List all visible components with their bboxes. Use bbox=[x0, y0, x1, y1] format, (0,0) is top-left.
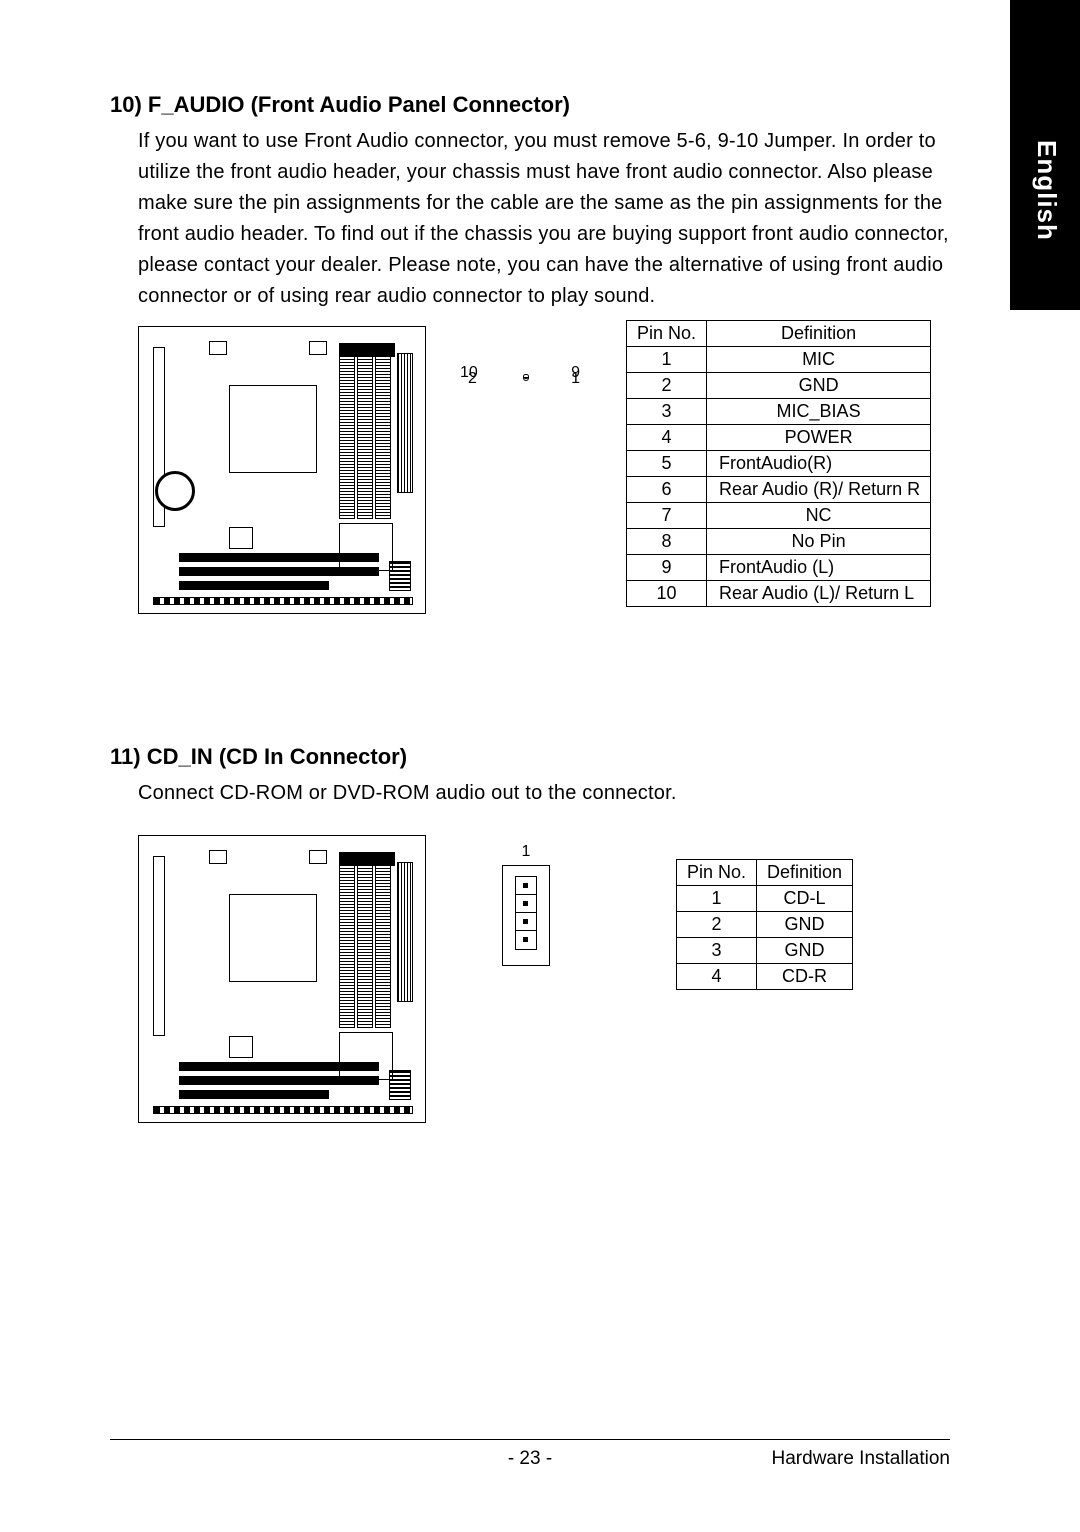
table-cell: Rear Audio (R)/ Return R bbox=[707, 477, 931, 503]
table-cell: 9 bbox=[627, 555, 707, 581]
cd-in-header-diagram: 1 bbox=[466, 865, 586, 966]
table-cell: 1 bbox=[677, 886, 757, 912]
table-cell: No Pin bbox=[707, 529, 931, 555]
table-cell: FrontAudio (L) bbox=[707, 555, 931, 581]
table-cell: MIC_BIAS bbox=[707, 399, 931, 425]
section-10-title: 10) F_AUDIO (Front Audio Panel Connector… bbox=[110, 92, 980, 118]
table-cell: 5 bbox=[627, 451, 707, 477]
motherboard-diagram bbox=[138, 835, 426, 1123]
table-cell: GND bbox=[757, 912, 853, 938]
table-header: Pin No. bbox=[627, 321, 707, 347]
footer-section: Hardware Installation bbox=[772, 1448, 950, 1470]
table-cell: 4 bbox=[627, 425, 707, 451]
page-number: - 23 - bbox=[508, 1448, 552, 1470]
section-10-body: If you want to use Front Audio connector… bbox=[138, 126, 980, 312]
table-cell: 7 bbox=[627, 503, 707, 529]
table-cell: FrontAudio(R) bbox=[707, 451, 931, 477]
table-cell: NC bbox=[707, 503, 931, 529]
pin-label-1: 1 bbox=[571, 370, 580, 388]
page-footer: - 23 - Hardware Installation bbox=[110, 1439, 950, 1470]
table-cell: CD-L bbox=[757, 886, 853, 912]
section-11-body: Connect CD-ROM or DVD-ROM audio out to t… bbox=[138, 778, 980, 809]
table-cell: GND bbox=[707, 373, 931, 399]
section-11-title: 11) CD_IN (CD In Connector) bbox=[110, 744, 980, 770]
table-cell: 2 bbox=[627, 373, 707, 399]
f-audio-header-diagram: 10 9 2 1 bbox=[466, 366, 586, 384]
section-11: 11) CD_IN (CD In Connector) Connect CD-R… bbox=[110, 744, 980, 1123]
table-header: Definition bbox=[707, 321, 931, 347]
page-content: 10) F_AUDIO (Front Audio Panel Connector… bbox=[110, 92, 980, 1123]
table-cell: CD-R bbox=[757, 964, 853, 990]
pin-label-1: 1 bbox=[522, 843, 531, 861]
table-cell: 10 bbox=[627, 581, 707, 607]
section-11-row: 1 Pin No. Definition 1CD-L 2GND 3GND 4CD… bbox=[138, 835, 980, 1123]
f-audio-pin-table: Pin No. Definition 1MIC 2GND 3MIC_BIAS 4… bbox=[626, 320, 931, 607]
table-cell: MIC bbox=[707, 347, 931, 373]
section-10-row: 10 9 2 1 Pin No. Definition 1MIC 2GND bbox=[138, 326, 980, 614]
table-header: Pin No. bbox=[677, 860, 757, 886]
table-cell: 8 bbox=[627, 529, 707, 555]
table-cell: 3 bbox=[677, 938, 757, 964]
table-header: Definition bbox=[757, 860, 853, 886]
language-label: English bbox=[1031, 140, 1062, 241]
table-cell: 6 bbox=[627, 477, 707, 503]
motherboard-diagram bbox=[138, 326, 426, 614]
cd-in-pin-table: Pin No. Definition 1CD-L 2GND 3GND 4CD-R bbox=[676, 859, 853, 990]
table-cell: 1 bbox=[627, 347, 707, 373]
pin-label-2: 2 bbox=[468, 370, 477, 388]
table-cell: GND bbox=[757, 938, 853, 964]
table-cell: 2 bbox=[677, 912, 757, 938]
table-cell: POWER bbox=[707, 425, 931, 451]
table-cell: Rear Audio (L)/ Return L bbox=[707, 581, 931, 607]
table-cell: 3 bbox=[627, 399, 707, 425]
table-cell: 4 bbox=[677, 964, 757, 990]
